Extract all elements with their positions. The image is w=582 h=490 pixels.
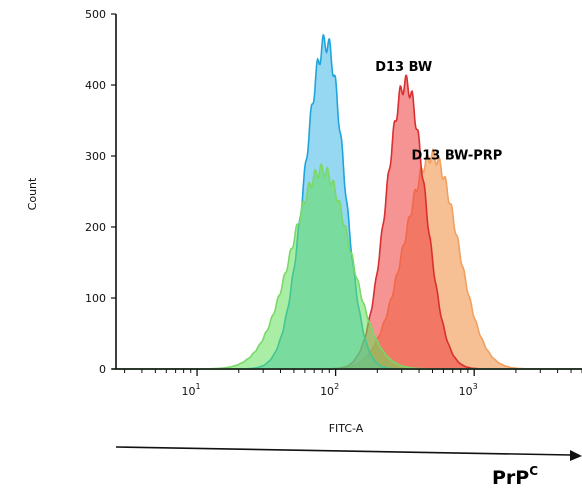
prpc-arrow-head (570, 450, 582, 461)
prpc-label-sup: C (529, 464, 538, 478)
x-ticks: 101 102 103 (124, 369, 582, 398)
y-tick-label: 0 (99, 363, 106, 376)
x-tick-label: 103 (459, 382, 478, 398)
series-area-4 (116, 163, 582, 370)
y-tick-label: 300 (85, 150, 106, 163)
x-tick-label: 102 (320, 382, 339, 398)
y-tick-label: 200 (85, 221, 106, 234)
prpc-label-base: PrP (492, 467, 529, 489)
series-annotation: D13 BW-PRP (411, 149, 502, 164)
x-axis-label: FITC-A (329, 422, 364, 435)
annotations: D13 BW D13 BW-PRP (375, 60, 502, 164)
x-tick-label: 101 (182, 382, 201, 398)
series-annotation: D13 BW (375, 60, 432, 75)
series-layer (116, 33, 582, 370)
y-tick-label: 100 (85, 292, 106, 305)
y-tick-label: 400 (85, 79, 106, 92)
y-tick-label: 500 (85, 8, 106, 21)
prpc-arrow-line (115, 446, 573, 456)
prpc-label: PrPC (492, 464, 538, 489)
y-axis-label: Count (26, 177, 39, 210)
y-ticks: 0 100 200 300 400 500 (85, 8, 116, 376)
